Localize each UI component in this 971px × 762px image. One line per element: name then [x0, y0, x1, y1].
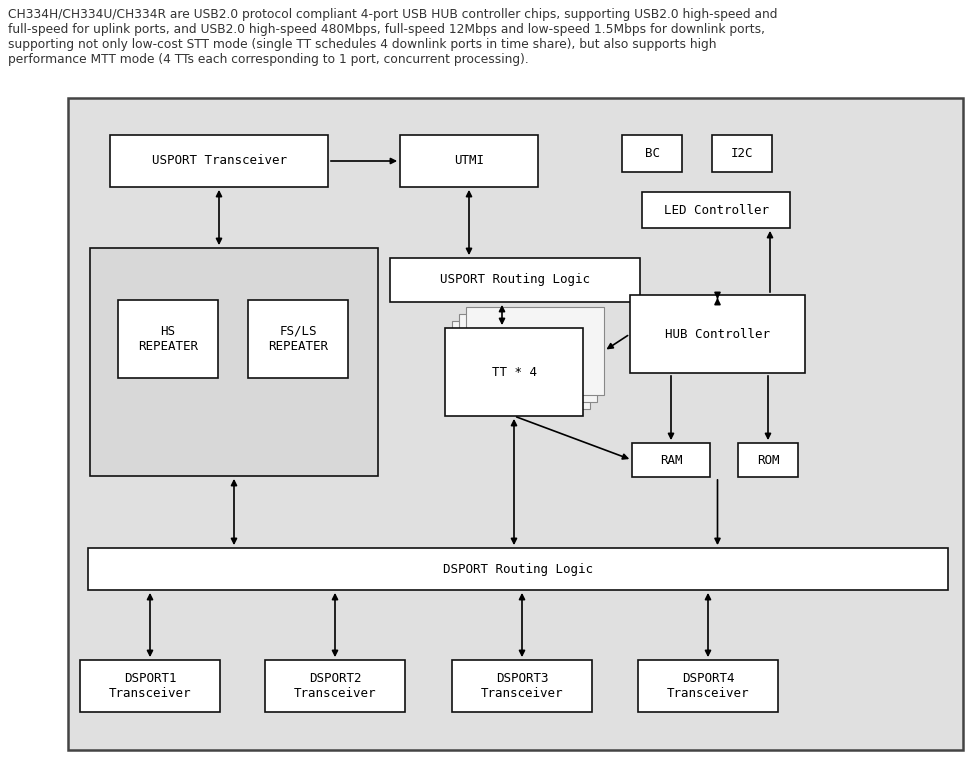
Bar	[90, 248, 378, 476]
Bar	[630, 295, 805, 373]
Text: RAM: RAM	[659, 453, 683, 466]
Text: CH334H/CH334U/CH334R are USB2.0 protocol compliant 4-port USB HUB controller chi: CH334H/CH334U/CH334R are USB2.0 protocol…	[8, 8, 778, 66]
Bar	[265, 660, 405, 712]
Bar	[738, 443, 798, 477]
Text: DSPORT1
Transceiver: DSPORT1 Transceiver	[109, 672, 191, 700]
Text: HUB Controller: HUB Controller	[665, 328, 770, 341]
Bar	[466, 307, 604, 395]
Bar	[622, 135, 682, 172]
Text: ROM: ROM	[756, 453, 780, 466]
Bar	[80, 660, 220, 712]
Text: I2C: I2C	[731, 147, 753, 160]
Text: DSPORT3
Transceiver: DSPORT3 Transceiver	[481, 672, 563, 700]
Bar	[632, 443, 710, 477]
Bar	[638, 660, 778, 712]
Text: BC: BC	[645, 147, 659, 160]
Text: FS/LS
REPEATER: FS/LS REPEATER	[268, 325, 328, 353]
Bar	[118, 300, 218, 378]
Bar	[452, 660, 592, 712]
Bar	[459, 314, 597, 402]
Bar	[390, 258, 640, 302]
Text: LED Controller: LED Controller	[663, 203, 768, 216]
Bar	[452, 321, 590, 409]
Bar	[400, 135, 538, 187]
Bar	[68, 98, 963, 750]
Text: USPORT Transceiver: USPORT Transceiver	[151, 155, 286, 168]
Bar	[445, 328, 583, 416]
Text: USPORT Routing Logic: USPORT Routing Logic	[440, 274, 590, 287]
Text: DSPORT2
Transceiver: DSPORT2 Transceiver	[294, 672, 376, 700]
Text: HS
REPEATER: HS REPEATER	[138, 325, 198, 353]
Bar	[248, 300, 348, 378]
Text: DSPORT Routing Logic: DSPORT Routing Logic	[443, 562, 593, 575]
Bar	[88, 548, 948, 590]
Text: UTMI: UTMI	[454, 155, 484, 168]
Bar	[110, 135, 328, 187]
Text: DSPORT4
Transceiver: DSPORT4 Transceiver	[667, 672, 750, 700]
Text: TT * 4: TT * 4	[491, 366, 537, 379]
Bar	[642, 192, 790, 228]
Bar	[712, 135, 772, 172]
